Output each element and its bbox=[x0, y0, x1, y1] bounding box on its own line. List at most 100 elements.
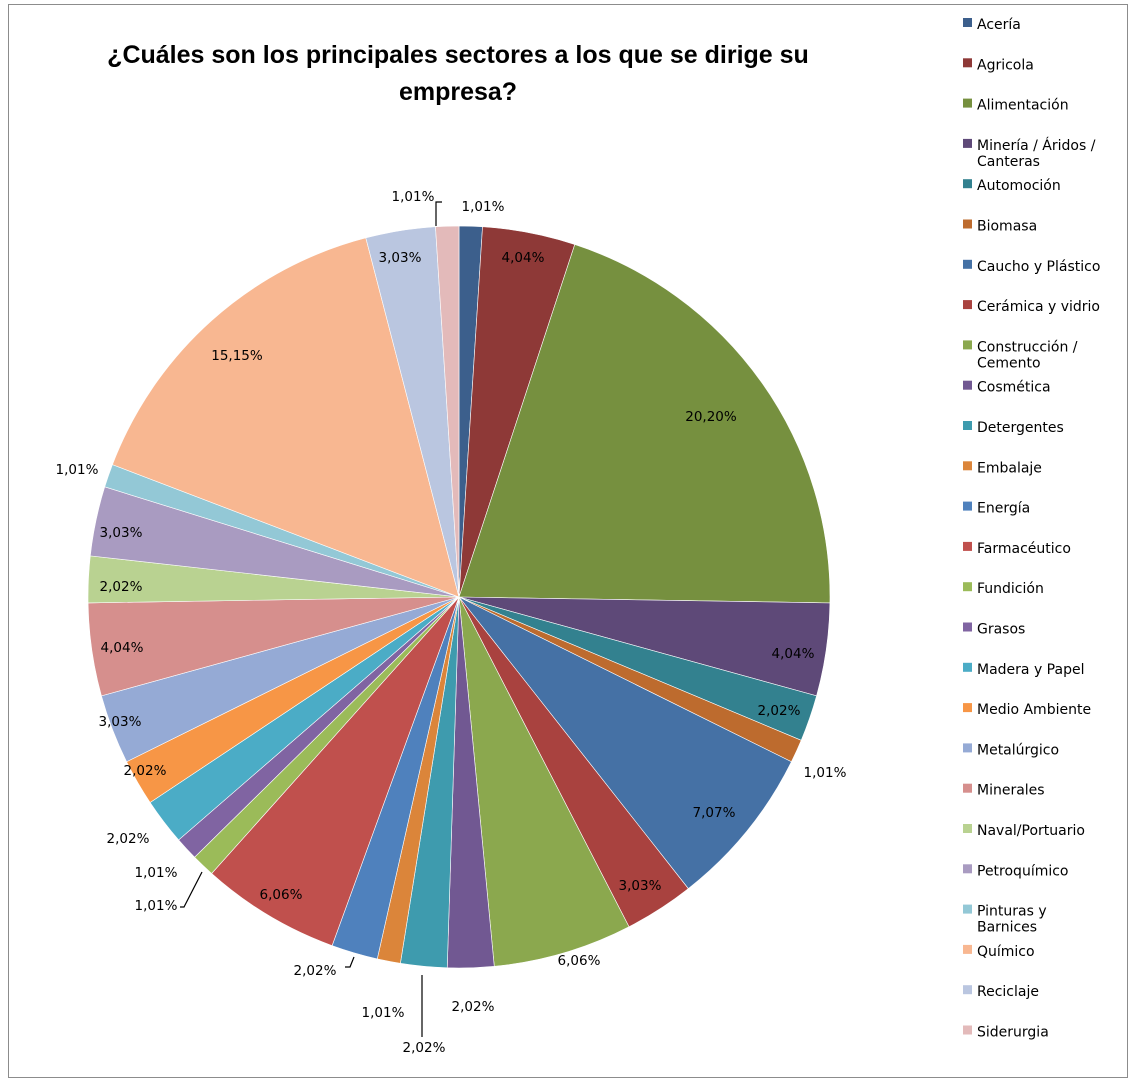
legend-label: Medio Ambiente bbox=[977, 702, 1091, 718]
leader-line-siderurgia bbox=[435, 201, 442, 226]
legend-swatch bbox=[963, 300, 972, 310]
data-label-automocion: 2,02% bbox=[758, 703, 801, 719]
legend-item-automocion: Automoción bbox=[963, 178, 1061, 194]
legend-label: Embalaje bbox=[977, 460, 1042, 476]
data-label-alimentacion: 20,20% bbox=[685, 409, 737, 425]
legend-swatch bbox=[963, 985, 972, 995]
leader-line-fundicion bbox=[180, 871, 203, 908]
chart-title-line-2: empresa? bbox=[399, 78, 517, 106]
legend-item-aceria: Acería bbox=[963, 17, 1021, 33]
legend-item-mineria-aridos-canteras: Minería / Áridos / Canteras bbox=[963, 137, 1096, 170]
legend-swatch bbox=[963, 340, 972, 350]
legend-label: Cosmética bbox=[977, 380, 1051, 396]
pie-slice-construccion-cemento bbox=[458, 596, 630, 967]
legend-swatch bbox=[963, 179, 972, 189]
data-label-minerales: 4,04% bbox=[101, 640, 144, 656]
legend-label: Químico bbox=[977, 944, 1035, 960]
data-label-naval-portuario: 2,02% bbox=[100, 579, 143, 595]
legend-swatch bbox=[963, 783, 972, 793]
data-label-detergentes: 2,02% bbox=[403, 1040, 446, 1056]
data-label-mineria-aridos-canteras: 4,04% bbox=[772, 646, 815, 662]
pie-slice-caucho-y-plastico bbox=[458, 596, 792, 890]
data-label-cosmetica: 2,02% bbox=[452, 999, 495, 1015]
legend-swatch bbox=[963, 259, 972, 269]
legend-item-embalaje: Embalaje bbox=[963, 460, 1042, 476]
pie-slices bbox=[87, 225, 831, 969]
pie-slice-alimentacion bbox=[458, 244, 831, 604]
legend-swatch bbox=[963, 98, 972, 108]
data-label-siderurgia: 1,01% bbox=[392, 189, 435, 205]
data-label-construccion-cemento: 6,06% bbox=[558, 953, 601, 969]
legend-swatch bbox=[963, 380, 972, 390]
legend-swatch bbox=[963, 219, 972, 229]
legend-item-quimico: Químico bbox=[963, 944, 1035, 960]
data-label-embalaje: 1,01% bbox=[362, 1005, 405, 1021]
legend-swatch bbox=[963, 461, 972, 471]
legend-swatch bbox=[963, 501, 972, 511]
pie-chart: ¿Cuáles son los principales sectores a l… bbox=[56, 17, 1101, 1056]
legend-label: Biomasa bbox=[977, 219, 1037, 235]
pie-slice-quimico bbox=[112, 237, 460, 598]
legend-item-grasos: Grasos bbox=[963, 622, 1025, 638]
leader-lines bbox=[180, 201, 442, 1037]
legend-swatch bbox=[963, 944, 972, 954]
legend-label: Reciclaje bbox=[977, 984, 1039, 1000]
legend-item-naval-portuario: Naval/Portuario bbox=[963, 823, 1085, 839]
data-label-biomasa: 1,01% bbox=[804, 765, 847, 781]
legend-item-construccion-cemento: Construcción / Cemento bbox=[963, 339, 1078, 371]
legend-swatch bbox=[963, 18, 972, 27]
data-label-aceria: 1,01% bbox=[462, 199, 505, 215]
legend-item-reciclaje: Reciclaje bbox=[963, 984, 1039, 1000]
legend-item-minerales: Minerales bbox=[963, 783, 1045, 799]
legend-item-biomasa: Biomasa bbox=[963, 219, 1037, 235]
data-labels: 1,01% 4,04% 20,20% 4,04% 2,02% 1,01% 7,07% 3,03… bbox=[56, 189, 847, 1056]
legend-swatch bbox=[963, 904, 972, 914]
legend-label: Energía bbox=[977, 501, 1030, 517]
data-label-farmaceutico: 6,06% bbox=[260, 887, 303, 903]
legend-label: Cerámica y vidrio bbox=[977, 299, 1100, 315]
legend-label: Siderurgia bbox=[977, 1025, 1049, 1041]
legend-label: Acería bbox=[977, 17, 1021, 33]
data-label-pinturas-y-barnices: 1,01% bbox=[56, 462, 99, 478]
legend: Acería Agricola Alimentación Minería / Árid… bbox=[963, 17, 1100, 1041]
legend-swatch bbox=[963, 864, 972, 874]
legend-label: Minerales bbox=[977, 783, 1045, 799]
legend-label: Automoción bbox=[977, 178, 1061, 194]
legend-item-caucho-y-plastico: Caucho y Plástico bbox=[963, 259, 1100, 275]
legend-swatch bbox=[963, 421, 972, 430]
legend-label: Petroquímico bbox=[977, 863, 1069, 879]
data-label-grasos: 1,01% bbox=[135, 865, 178, 881]
data-label-reciclaje: 3,03% bbox=[379, 250, 422, 266]
legend-item-farmaceutico: Farmacéutico bbox=[963, 541, 1071, 557]
legend-swatch bbox=[963, 58, 972, 68]
legend-label: Alimentación bbox=[977, 98, 1069, 114]
legend-swatch bbox=[963, 743, 972, 753]
data-label-agricola: 4,04% bbox=[502, 250, 545, 266]
data-label-energia: 2,02% bbox=[294, 963, 337, 979]
legend-item-madera-y-papel: Madera y Papel bbox=[963, 662, 1084, 678]
leader-line-energia bbox=[345, 956, 355, 968]
legend-item-agricola: Agricola bbox=[963, 57, 1034, 73]
legend-item-energia: Energía bbox=[963, 501, 1030, 517]
pie-slice-siderurgia bbox=[435, 225, 460, 598]
chart-frame: ¿Cuáles son los principales sectores a l… bbox=[8, 4, 1128, 1078]
legend-item-siderurgia: Siderurgia bbox=[963, 1025, 1049, 1041]
legend-swatch bbox=[963, 1025, 972, 1035]
data-label-caucho-y-plastico: 7,07% bbox=[693, 805, 736, 821]
legend-swatch bbox=[963, 662, 972, 672]
legend-label: Farmacéutico bbox=[977, 541, 1071, 557]
data-label-ceramica-y-vidrio: 3,03% bbox=[619, 878, 662, 894]
legend-swatch bbox=[963, 582, 972, 592]
legend-item-pinturas-y-barnices: Pinturas y Barnices bbox=[963, 904, 1047, 936]
pie-slice-farmaceutico bbox=[211, 596, 460, 947]
legend-label: Caucho y Plástico bbox=[977, 259, 1100, 275]
data-label-madera-y-papel: 2,02% bbox=[107, 831, 150, 847]
data-label-metalurgico: 3,03% bbox=[99, 714, 142, 730]
legend-item-alimentacion: Alimentación bbox=[963, 98, 1069, 114]
legend-item-medio-ambiente: Medio Ambiente bbox=[963, 702, 1091, 718]
legend-item-petroquimico: Petroquímico bbox=[963, 863, 1069, 879]
data-label-quimico: 15,15% bbox=[211, 348, 263, 364]
legend-swatch bbox=[963, 703, 972, 713]
legend-item-fundicion: Fundición bbox=[963, 581, 1044, 597]
legend-label: Construcción / Cemento bbox=[977, 339, 1078, 371]
